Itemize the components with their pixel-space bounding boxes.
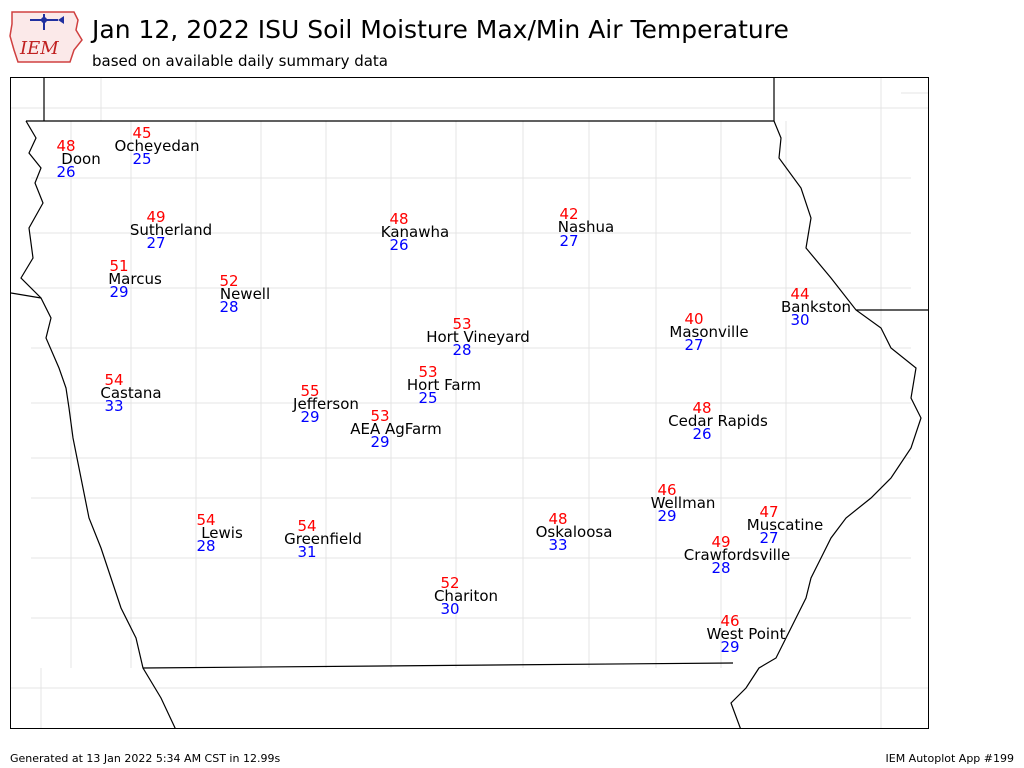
iem-logo: IEM xyxy=(8,6,84,66)
low-temp: 27 xyxy=(759,529,779,547)
high-temp: 54 xyxy=(104,371,124,389)
station-name: Marcus xyxy=(108,270,162,288)
low-temp: 33 xyxy=(104,397,124,415)
low-temp: 28 xyxy=(219,298,239,316)
high-temp: 53 xyxy=(452,315,472,333)
station-name: Jefferson xyxy=(293,395,359,413)
low-temp: 29 xyxy=(720,638,740,656)
station-name: Newell xyxy=(219,285,271,303)
high-temp: 48 xyxy=(389,210,409,228)
low-temp: 27 xyxy=(559,232,579,250)
station-name: Cedar Rapids xyxy=(668,412,768,430)
station-name: Hort Farm xyxy=(406,376,482,394)
low-temp: 29 xyxy=(300,408,320,426)
high-temp: 54 xyxy=(196,511,216,529)
low-temp: 26 xyxy=(56,163,76,181)
station-name: West Point xyxy=(706,625,786,643)
high-temp: 53 xyxy=(418,363,438,381)
high-temp: 40 xyxy=(684,310,704,328)
station-name: Masonville xyxy=(669,323,749,341)
low-temp: 28 xyxy=(196,537,216,555)
low-temp: 33 xyxy=(548,536,568,554)
low-temp: 25 xyxy=(418,389,438,407)
high-temp: 48 xyxy=(692,399,712,417)
high-temp: 47 xyxy=(759,503,779,521)
generated-timestamp: Generated at 13 Jan 2022 5:34 AM CST in … xyxy=(10,752,281,765)
high-temp: 48 xyxy=(548,510,568,528)
low-temp: 28 xyxy=(452,341,472,359)
iowa-basemap xyxy=(11,78,928,728)
high-temp: 51 xyxy=(109,257,129,275)
low-temp: 30 xyxy=(790,311,810,329)
low-temp: 27 xyxy=(684,336,704,354)
low-temp: 27 xyxy=(146,234,166,252)
autoplot-app-id: IEM Autoplot App #199 xyxy=(885,752,1015,765)
station-name: Ocheyedan xyxy=(114,137,200,155)
station-name: AEA AgFarm xyxy=(350,420,442,438)
high-temp: 42 xyxy=(559,205,579,223)
county-lines xyxy=(11,78,928,728)
low-temp: 30 xyxy=(440,600,460,618)
high-temp: 44 xyxy=(790,285,810,303)
low-temp: 28 xyxy=(711,559,731,577)
high-temp: 53 xyxy=(370,407,390,425)
state-borders xyxy=(11,78,928,728)
station-name: Sutherland xyxy=(129,221,213,239)
map-panel xyxy=(10,77,929,729)
station-name: Hort Vineyard xyxy=(426,328,530,346)
high-temp: 46 xyxy=(720,612,740,630)
station-name: Doon xyxy=(61,150,101,168)
low-temp: 31 xyxy=(297,543,317,561)
high-temp: 49 xyxy=(146,208,166,226)
station-name: Wellman xyxy=(650,494,716,512)
low-temp: 29 xyxy=(370,433,390,451)
low-temp: 29 xyxy=(657,507,677,525)
high-temp: 45 xyxy=(132,124,152,142)
station-name: Crawfordsville xyxy=(683,546,791,564)
high-temp: 52 xyxy=(440,574,460,592)
logo-text: IEM xyxy=(19,38,59,59)
low-temp: 26 xyxy=(692,425,712,443)
high-temp: 52 xyxy=(219,272,239,290)
station-name: Castana xyxy=(100,384,162,402)
low-temp: 29 xyxy=(109,283,129,301)
station-name: Kanawha xyxy=(380,223,450,241)
high-temp: 48 xyxy=(56,137,76,155)
page-subtitle: based on available daily summary data xyxy=(92,52,389,70)
high-temp: 55 xyxy=(300,382,320,400)
station-name: Oskaloosa xyxy=(535,523,613,541)
station-name: Chariton xyxy=(433,587,499,605)
low-temp: 25 xyxy=(132,150,152,168)
station-name: Muscatine xyxy=(746,516,824,534)
station-name: Nashua xyxy=(557,218,615,236)
station-name: Bankston xyxy=(780,298,852,316)
high-temp: 49 xyxy=(711,533,731,551)
station-name: Greenfield xyxy=(284,530,362,548)
page-title: Jan 12, 2022 ISU Soil Moisture Max/Min A… xyxy=(92,15,789,44)
high-temp: 54 xyxy=(297,517,317,535)
station-name: Lewis xyxy=(201,524,243,542)
low-temp: 26 xyxy=(389,236,409,254)
high-temp: 46 xyxy=(657,481,677,499)
